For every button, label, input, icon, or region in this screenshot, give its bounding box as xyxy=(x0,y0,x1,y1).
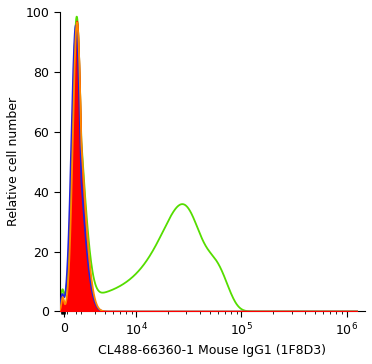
Y-axis label: Relative cell number: Relative cell number xyxy=(7,97,20,226)
X-axis label: CL488-66360-1 Mouse IgG1 (1F8D3): CL488-66360-1 Mouse IgG1 (1F8D3) xyxy=(99,344,326,357)
